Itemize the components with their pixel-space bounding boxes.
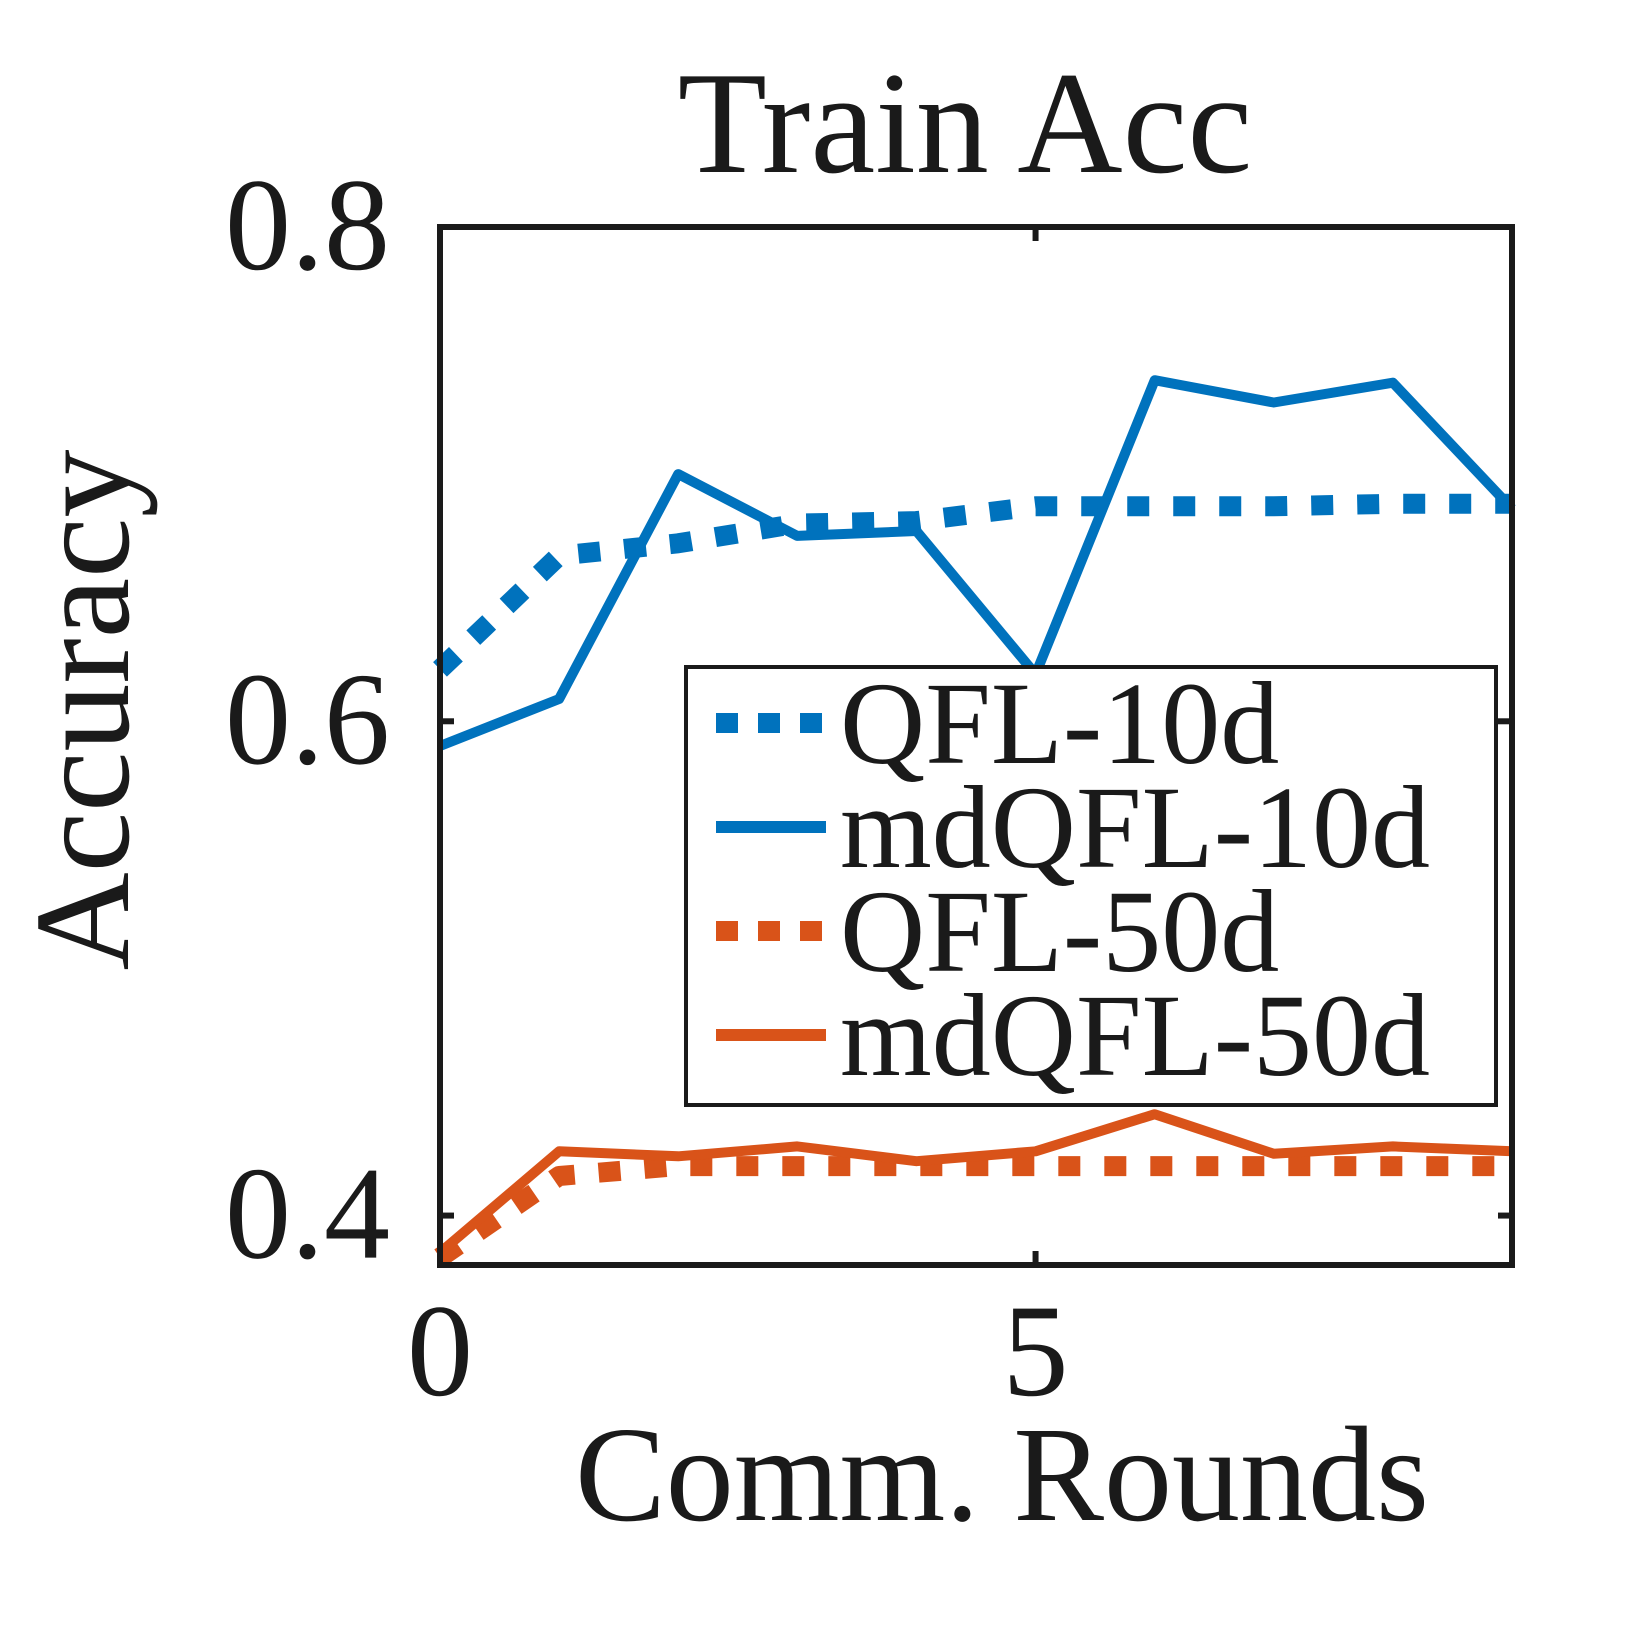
series-layer [433,375,1516,1266]
axes-box [437,224,1515,1268]
legend-item-mdqfl-50d: mdQFL-50d [716,970,1430,1101]
legend-label: mdQFL-10d [840,762,1430,893]
y-tick-label: 0.8 [225,151,390,298]
x-axis-label: Comm. Rounds [575,1400,1429,1550]
legend-label: mdQFL-50d [840,970,1430,1101]
legend-item-qfl-50d: QFL-50d [716,866,1279,997]
x-tick-label: 5 [1003,1277,1069,1424]
legend-item-mdqfl-10d: mdQFL-10d [716,762,1430,893]
legend-label: QFL-50d [840,866,1279,997]
series-line-qfl-50d [434,1156,1512,1266]
y-axis-ticks: 0.4 0.6 0.8 [225,151,1512,1287]
y-tick-label: 0.6 [225,645,390,792]
legend-label: QFL-10d [840,658,1279,789]
y-axis-label: Accuracy [8,450,158,971]
y-tick-label: 0.4 [225,1140,390,1287]
x-tick-label: 0 [407,1277,473,1424]
plot-frame [437,224,1515,1268]
legend-item-qfl-10d: QFL-10d [716,658,1279,789]
series-line-mdqfl-50d [436,1109,1513,1257]
chart-title: Train Acc [678,42,1253,204]
series-line-mdqfl-10d [438,375,1516,751]
